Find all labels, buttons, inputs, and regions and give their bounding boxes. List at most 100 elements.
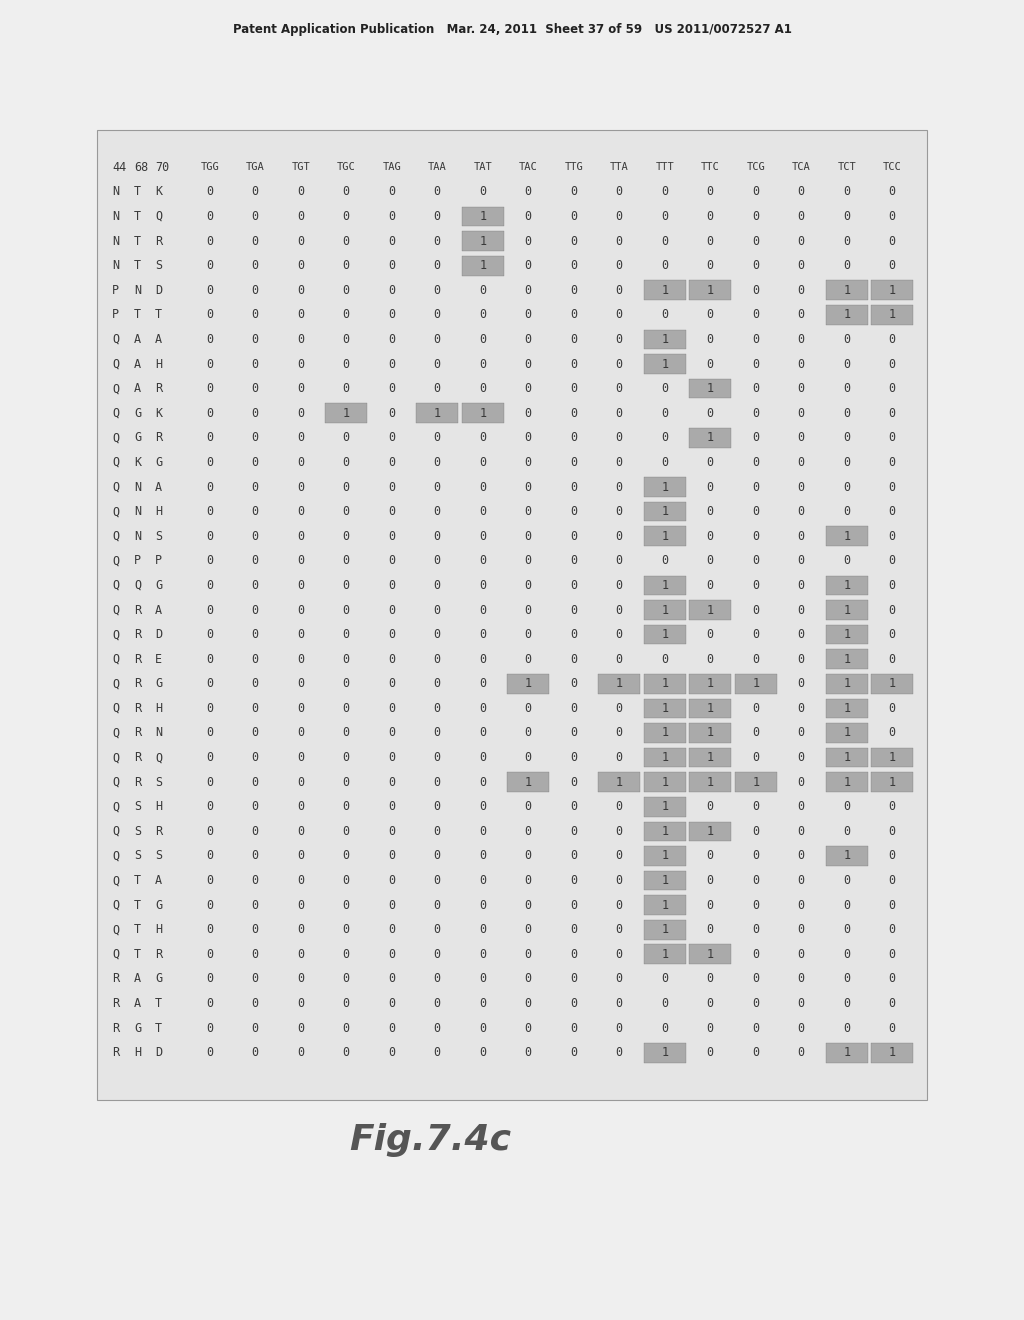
Bar	[689, 723, 731, 743]
Text: 0: 0	[252, 997, 259, 1010]
Text: 0: 0	[753, 652, 760, 665]
Text: 0: 0	[615, 529, 623, 543]
Text: Q: Q	[112, 407, 119, 420]
Text: 0: 0	[798, 776, 805, 788]
Text: 0: 0	[388, 210, 395, 223]
Text: 0: 0	[388, 825, 395, 838]
Text: 0: 0	[615, 603, 623, 616]
Bar	[644, 502, 686, 521]
Text: 0: 0	[889, 850, 896, 862]
Text: 0: 0	[343, 628, 350, 642]
Text: TGG: TGG	[201, 162, 219, 173]
Text: 0: 0	[798, 235, 805, 248]
Text: 0: 0	[479, 529, 486, 543]
Text: 0: 0	[662, 185, 669, 198]
Text: TTC: TTC	[700, 162, 720, 173]
Text: 0: 0	[798, 850, 805, 862]
Text: 0: 0	[343, 776, 350, 788]
Text: 0: 0	[662, 997, 669, 1010]
Text: 0: 0	[479, 480, 486, 494]
Text: 0: 0	[615, 333, 623, 346]
Bar	[689, 945, 731, 964]
Text: 1: 1	[662, 480, 669, 494]
Text: 0: 0	[707, 579, 714, 591]
Text: 0: 0	[206, 652, 213, 665]
Text: 0: 0	[206, 529, 213, 543]
Text: 0: 0	[570, 1047, 578, 1059]
Bar	[644, 797, 686, 817]
Text: N: N	[134, 480, 141, 494]
Text: 0: 0	[479, 923, 486, 936]
Text: 0: 0	[206, 948, 213, 961]
Text: 0: 0	[524, 210, 531, 223]
Text: K: K	[155, 407, 162, 420]
Text: N: N	[112, 259, 119, 272]
Text: 0: 0	[343, 284, 350, 297]
Text: 0: 0	[753, 1022, 760, 1035]
Text: 0: 0	[570, 825, 578, 838]
Text: 0: 0	[479, 358, 486, 371]
Text: 0: 0	[615, 554, 623, 568]
Text: T: T	[155, 1022, 162, 1035]
Text: 0: 0	[206, 185, 213, 198]
Text: R: R	[134, 677, 141, 690]
Text: 0: 0	[479, 1022, 486, 1035]
Text: 0: 0	[889, 235, 896, 248]
Text: 0: 0	[297, 1022, 304, 1035]
Text: 0: 0	[570, 554, 578, 568]
Bar	[825, 675, 867, 693]
Text: 0: 0	[479, 825, 486, 838]
Text: 0: 0	[570, 579, 578, 591]
Text: 0: 0	[297, 997, 304, 1010]
Text: 0: 0	[252, 383, 259, 395]
Text: 0: 0	[297, 973, 304, 986]
Text: 1: 1	[843, 309, 850, 321]
Text: 1: 1	[843, 579, 850, 591]
Text: Q: Q	[112, 677, 119, 690]
Text: 0: 0	[206, 1022, 213, 1035]
Text: 0: 0	[252, 603, 259, 616]
Text: 0: 0	[707, 850, 714, 862]
Text: 0: 0	[662, 407, 669, 420]
Text: 0: 0	[615, 751, 623, 764]
Text: 1: 1	[707, 751, 714, 764]
Text: 0: 0	[343, 948, 350, 961]
Text: 0: 0	[388, 185, 395, 198]
Text: 0: 0	[252, 628, 259, 642]
Text: 0: 0	[798, 579, 805, 591]
Text: 0: 0	[798, 432, 805, 445]
Text: 0: 0	[297, 235, 304, 248]
Text: Q: Q	[155, 751, 162, 764]
Text: 1: 1	[662, 333, 669, 346]
Text: 0: 0	[206, 480, 213, 494]
Text: 0: 0	[843, 480, 850, 494]
Text: 0: 0	[662, 432, 669, 445]
Text: 0: 0	[753, 480, 760, 494]
Text: 0: 0	[297, 899, 304, 912]
Text: 0: 0	[479, 579, 486, 591]
Text: 0: 0	[343, 432, 350, 445]
Text: 0: 0	[206, 506, 213, 519]
Bar	[871, 675, 913, 693]
Text: 0: 0	[570, 726, 578, 739]
Text: 0: 0	[206, 603, 213, 616]
Text: 0: 0	[707, 652, 714, 665]
Text: 0: 0	[615, 480, 623, 494]
Text: 0: 0	[798, 603, 805, 616]
Bar	[825, 698, 867, 718]
Text: 0: 0	[843, 948, 850, 961]
Text: 0: 0	[343, 529, 350, 543]
Text: 0: 0	[707, 1022, 714, 1035]
Bar	[689, 747, 731, 767]
Text: 0: 0	[388, 506, 395, 519]
Text: 0: 0	[434, 997, 440, 1010]
Text: 0: 0	[479, 776, 486, 788]
Text: 0: 0	[206, 1047, 213, 1059]
Text: 0: 0	[707, 997, 714, 1010]
Text: Patent Application Publication   Mar. 24, 2011  Sheet 37 of 59   US 2011/0072527: Patent Application Publication Mar. 24, …	[232, 24, 792, 37]
Text: 0: 0	[889, 185, 896, 198]
Text: 0: 0	[206, 309, 213, 321]
Bar	[689, 772, 731, 792]
Text: 0: 0	[343, 259, 350, 272]
Text: 0: 0	[434, 554, 440, 568]
